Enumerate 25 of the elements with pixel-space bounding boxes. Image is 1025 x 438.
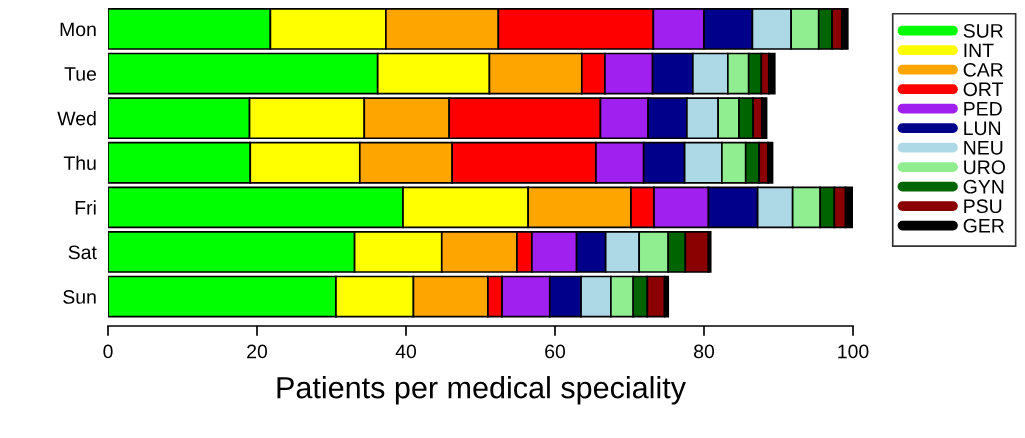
y-tick-label: Mon	[60, 22, 96, 37]
legend-label: ORT	[963, 82, 1003, 97]
x-tick-label: 100	[838, 344, 869, 359]
legend-label: PSU	[964, 199, 1002, 214]
legend-label: LUN	[964, 121, 1001, 136]
text: SUR	[963, 23, 1003, 38]
legend-label: GER	[963, 218, 1004, 233]
legend-label: CAR	[963, 62, 1003, 77]
x-tick-label: 0	[103, 344, 113, 359]
legend-label: PED	[964, 102, 1002, 116]
legend-label: NEU	[964, 141, 1003, 155]
legend-label: GYN	[963, 179, 1004, 194]
y-tick-label: Fri	[75, 200, 96, 215]
x-tick-label: 20	[247, 344, 268, 359]
legend-label: URO	[964, 160, 1005, 175]
x-axis-title: Patients per medical speciality	[277, 376, 686, 405]
y-tick-label: Tue	[64, 67, 97, 81]
legend-label: INT	[964, 43, 994, 58]
y-tick-label: Wed	[57, 111, 96, 126]
y-tick-label: Sat	[68, 245, 97, 260]
x-tick-label: 80	[694, 344, 715, 359]
x-tick-label: 40	[395, 344, 417, 359]
y-tick-label: Sun	[63, 290, 96, 304]
y-tick-label: Thu	[63, 155, 96, 170]
x-tick-label: 60	[545, 344, 566, 359]
